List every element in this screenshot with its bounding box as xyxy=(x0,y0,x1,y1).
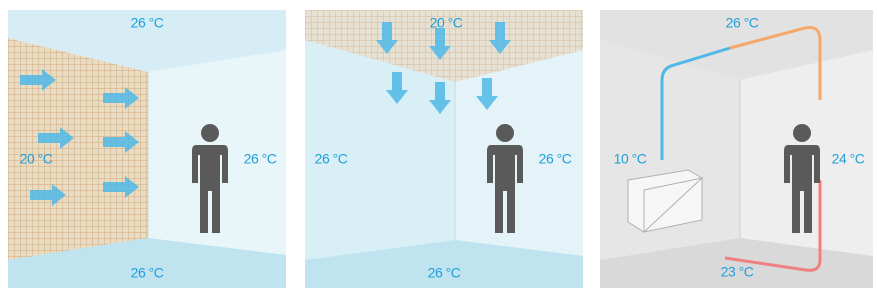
convector xyxy=(628,170,702,232)
temp-top: 20 °C xyxy=(430,15,463,31)
temp-bottom: 23 °C xyxy=(721,264,754,280)
panel-ceiling: 20 °C 26 °C 26 °C 26 °C xyxy=(305,10,583,288)
temp-right: 24 °C xyxy=(832,151,865,167)
temp-left: 20 °C xyxy=(20,151,53,167)
temp-top: 26 °C xyxy=(726,15,759,31)
temp-left: 10 °C xyxy=(614,151,647,167)
temp-bottom: 26 °C xyxy=(131,265,164,281)
panel-convector: 26 °C 10 °C 24 °C 23 °C xyxy=(600,10,873,288)
diagram: 26 °C 20 °C 26 °C 26 °C 20 °C 26 °C 26 °… xyxy=(0,0,877,294)
temp-right: 26 °C xyxy=(244,151,277,167)
temp-right: 26 °C xyxy=(539,151,572,167)
temp-left: 26 °C xyxy=(315,151,348,167)
temp-top: 26 °C xyxy=(131,15,164,31)
panel-wall: 26 °C 20 °C 26 °C 26 °C xyxy=(8,10,286,288)
temp-bottom: 26 °C xyxy=(428,265,461,281)
